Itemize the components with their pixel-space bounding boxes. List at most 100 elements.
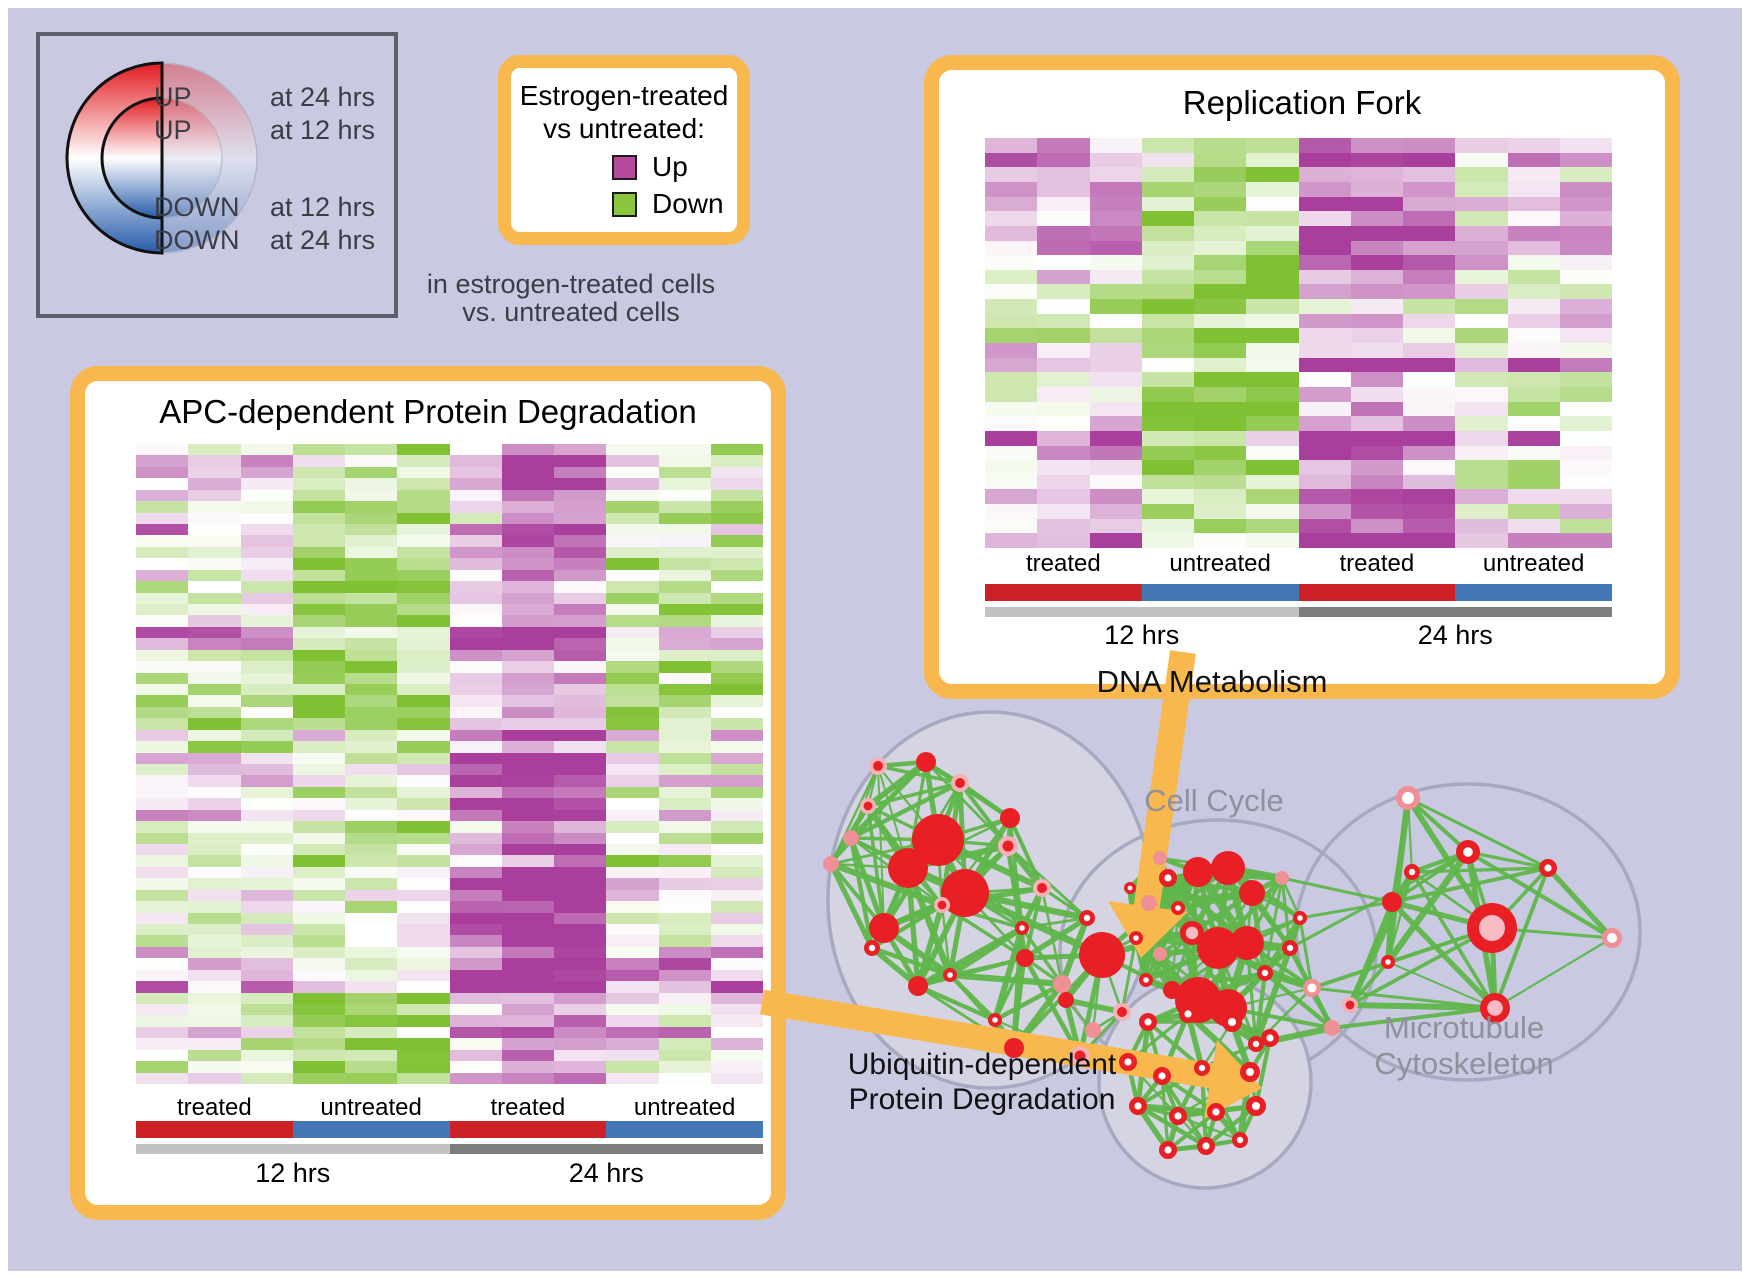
- heatmap-cell: [501, 1038, 554, 1050]
- network-edge: [1298, 916, 1314, 990]
- heatmap-cell: [1507, 504, 1560, 519]
- heatmap-cell: [554, 512, 607, 524]
- heatmap-cell: [240, 684, 293, 696]
- heatmap-cell: [1298, 299, 1351, 314]
- heatmap-cell: [710, 1072, 763, 1084]
- heatmap-cell: [397, 1026, 450, 1039]
- heatmap-cell: [397, 935, 450, 947]
- network-node-solid: [1239, 880, 1265, 906]
- heatmap-cell: [292, 569, 345, 582]
- network-edge: [915, 983, 998, 1023]
- heatmap-cell: [345, 946, 398, 959]
- heatmap-cell: [1298, 240, 1351, 256]
- network-node-ring: [1138, 972, 1153, 987]
- red-sample-segment: [985, 584, 1142, 601]
- heatmap-cell: [554, 455, 607, 467]
- heatmap-cell: [501, 1004, 554, 1016]
- heatmap-cell: [188, 935, 241, 947]
- heatmap-cell: [449, 1038, 502, 1050]
- heatmap-cell: [658, 741, 711, 753]
- heatmap-cell: [292, 866, 345, 879]
- network-node-whitering: [1602, 928, 1622, 948]
- heatmap-cell: [188, 969, 241, 982]
- network-edge: [992, 981, 1065, 1023]
- heatmap-cell: [710, 501, 763, 513]
- network-edge: [1387, 961, 1496, 1009]
- heatmap-cell: [449, 798, 502, 810]
- heatmap-cell: [136, 924, 189, 936]
- heatmap-cell: [501, 889, 554, 902]
- heatmap-cell: [1507, 138, 1560, 153]
- heatmap-cell: [240, 604, 293, 616]
- heatmap-cell: [449, 1072, 502, 1084]
- heatmap-cell: [292, 535, 345, 547]
- heatmap-cell: [345, 661, 398, 673]
- heatmap-cell: [1037, 211, 1090, 226]
- heatmap-cell: [710, 489, 763, 502]
- heatmap-cell: [1298, 211, 1351, 226]
- heatmap-cell: [1298, 255, 1351, 270]
- heatmap-cell: [397, 844, 450, 856]
- heatmap-cell: [658, 661, 711, 673]
- heatmap-cell: [292, 946, 345, 959]
- heatmap-cell: [1507, 489, 1560, 505]
- time-segment-dark: [449, 1144, 763, 1154]
- heatmap-cell: [1403, 138, 1456, 153]
- heatmap-cell: [136, 1061, 189, 1073]
- heatmap-cell: [188, 604, 241, 616]
- heatmap-cell: [1141, 533, 1194, 548]
- heatmap-cell: [449, 661, 502, 673]
- heatmap-cell: [240, 695, 293, 707]
- heatmap-cell: [1403, 269, 1456, 285]
- heatmap-cell: [658, 946, 711, 959]
- network-node-ring: [1194, 1060, 1211, 1077]
- heatmap-cell: [501, 638, 554, 650]
- group-label-untreated: untreated: [320, 1094, 422, 1121]
- heatmap-cell: [1089, 240, 1142, 256]
- heatmap-cell: [240, 466, 293, 479]
- up-color-swatch: [612, 154, 637, 180]
- heatmap-cell: [606, 604, 659, 616]
- heatmap-cell: [1089, 401, 1142, 417]
- heatmap-cell: [1037, 504, 1090, 519]
- heatmap-cell: [985, 518, 1038, 534]
- heatmap-cell: [136, 821, 189, 833]
- heatmap-cell: [188, 1072, 241, 1084]
- heatmap-cell: [1089, 386, 1142, 402]
- heatmap-cell: [1507, 401, 1560, 417]
- heatmap-cell: [292, 478, 345, 490]
- heatmap-cell: [449, 912, 502, 924]
- heatmap-cell: [1037, 416, 1090, 431]
- network-edge: [1135, 1103, 1209, 1149]
- heatmap-cell: [501, 455, 554, 467]
- heatmap-cell: [710, 581, 763, 593]
- heatmap-cell: [1559, 181, 1612, 197]
- network-node-ring: [1158, 869, 1177, 888]
- heatmap-cell: [1089, 152, 1142, 168]
- network-node-solid: [888, 848, 928, 888]
- heatmap-cell: [710, 1038, 763, 1050]
- heatmap-cell: [1455, 445, 1508, 461]
- heatmap-cell: [397, 444, 450, 456]
- heatmap-cell: [188, 878, 241, 890]
- heatmap-cell: [136, 1072, 189, 1084]
- heatmap-cell: [292, 604, 345, 616]
- heatmap-cell: [136, 741, 189, 753]
- heatmap-cell: [606, 1061, 659, 1073]
- heatmap-cell: [710, 809, 763, 822]
- heatmap-cell: [606, 535, 659, 547]
- network-node-pink: [1275, 871, 1289, 885]
- heatmap-cell: [1246, 518, 1299, 534]
- heatmap-cell: [501, 478, 554, 490]
- heatmap-cell: [292, 809, 345, 822]
- heatmap-cell: [397, 546, 450, 559]
- heatmap-cell: [710, 775, 763, 787]
- heatmap-cell: [397, 901, 450, 913]
- heatmap-cell: [658, 615, 711, 627]
- up-24-label: UP: [154, 82, 192, 112]
- heatmap-cell: [1089, 533, 1142, 548]
- down-color-swatch: [612, 191, 637, 217]
- heatmap-cell: [658, 958, 711, 970]
- group-label-untreated: untreated: [633, 1094, 736, 1121]
- heatmap-cell: [710, 638, 763, 650]
